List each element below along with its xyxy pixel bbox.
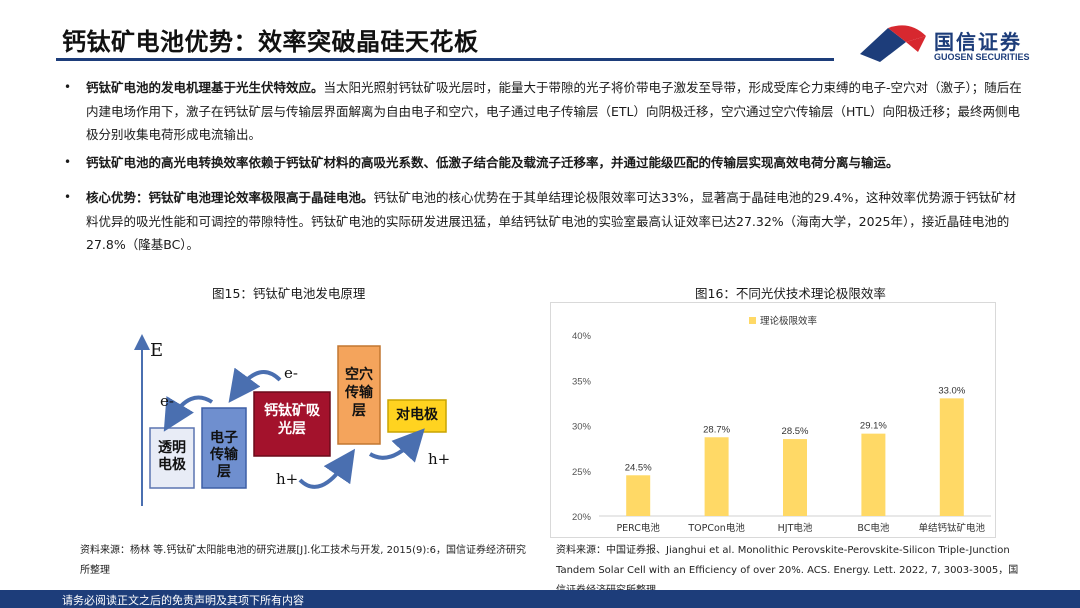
absorber-box [253, 391, 331, 457]
diagram-svg: E 透明电极 电子传输层 钙钛矿吸光层 空穴传输层 对电极 e- e- [134, 334, 450, 506]
hole-label-2: h+ [428, 450, 450, 468]
bar [704, 437, 729, 516]
bar-value-label: 29.1% [860, 421, 887, 432]
x-category-label: 单结钙钛矿电池 [919, 522, 986, 534]
counter-electrode-label: 对电极 [396, 407, 438, 423]
logo-chinese-name: 国信证券 [934, 30, 1022, 54]
x-category-label: TOPCon电池 [687, 522, 745, 534]
bar-value-label: 28.7% [703, 424, 730, 435]
y-tick-label: 25% [572, 467, 592, 478]
htl-box [337, 345, 381, 445]
bullet-text: 钙钛矿电池的核心优势在于其单结理论极限效率可达33%，显著高于晶硅电池的29.4… [86, 190, 1017, 252]
hole-label-1: h+ [276, 470, 298, 488]
footer-disclaimer: 请务必阅读正文之后的免责声明及其项下所有内容 [62, 594, 304, 607]
hole-arrow-1 [298, 448, 356, 489]
legend-swatch [749, 317, 756, 324]
transparent-electrode-box [149, 427, 195, 489]
x-category-label: HJT电池 [778, 522, 813, 534]
title-underline [56, 58, 834, 61]
bar-value-label: 24.5% [625, 462, 652, 473]
electron-arrow-1 [228, 367, 282, 403]
legend-label: 理论极限效率 [760, 315, 818, 327]
figure15-title: 图15：钙钛矿电池发电原理 [212, 286, 366, 301]
electron-label-2: e- [160, 392, 174, 410]
electron-arrow-2 [163, 395, 214, 432]
logo-english-name: GUOSEN SECURITIES [934, 52, 1030, 62]
hole-arrow-2 [368, 428, 425, 463]
absorber-label: 钙钛矿吸光层 [264, 403, 320, 437]
y-axis: 20% 25% 30% 35% 40% [572, 331, 592, 523]
chart-svg: 20% 25% 30% 35% 40% 24.5% PERC电池 28.7% TOPCon电池… [572, 315, 991, 534]
bar [939, 398, 964, 516]
counter-electrode-box [387, 399, 447, 433]
bullet-item: 核心优势：钙钛矿电池理论效率极限高于晶硅电池。钙钛矿电池的核心优势在于其单结理论… [62, 186, 1028, 257]
bars-group: 24.5% PERC电池 28.7% TOPCon电池 28.5% HJT电池 29.1% B… [616, 385, 985, 534]
figure15-source: 资料来源：杨林 等.钙钛矿太阳能电池的研究进展[J].化工技术与开发, 2015… [80, 545, 526, 576]
bullet-text: 当太阳光照射钙钛矿吸光层时，能量大于带隙的光子将价带电子激发至导带，形成受库仑力… [86, 80, 1022, 142]
efficiency-chart: 20% 25% 30% 35% 40% 24.5% PERC电池 28.7% TOPCon电池… [550, 302, 996, 538]
y-tick-label: 40% [572, 331, 592, 342]
energy-axis-label: E [150, 340, 163, 361]
bar [861, 433, 886, 516]
bar-value-label: 33.0% [938, 385, 965, 396]
etl-box [201, 407, 247, 489]
page-title: 钙钛矿电池优势：效率突破晶硅天花板 [62, 28, 479, 56]
footer-bar: 请务必阅读正文之后的免责声明及其项下所有内容 [0, 590, 1080, 608]
etl-label: 电子传输层 [210, 430, 238, 480]
x-category-label: PERC电池 [616, 522, 660, 534]
electron-label-1: e- [284, 364, 298, 382]
bullet-lead: 钙钛矿电池的发电机理基于光生伏特效应。 [86, 80, 324, 95]
bullet-lead: 钙钛矿电池的高光电转换效率依赖于钙钛矿材料的高吸光系数、低激子结合能及载流子迁移… [86, 155, 899, 170]
y-tick-label: 20% [572, 512, 592, 523]
bullet-lead: 核心优势：钙钛矿电池理论效率极限高于晶硅电池。 [86, 190, 374, 205]
perovskite-principle-diagram: E 透明电极 电子传输层 钙钛矿吸光层 空穴传输层 对电极 e- e- [120, 330, 460, 510]
bar [783, 439, 807, 516]
guosen-emblem-icon [860, 25, 926, 62]
company-logo: 国信证券 GUOSEN SECURITIES [858, 22, 1058, 66]
chart-legend: 理论极限效率 [749, 315, 818, 327]
y-tick-label: 30% [572, 422, 592, 433]
bullet-item: 钙钛矿电池的高光电转换效率依赖于钙钛矿材料的高吸光系数、低激子结合能及载流子迁移… [62, 151, 1028, 186]
transparent-electrode-label: 透明电极 [158, 440, 186, 473]
bar-value-label: 28.5% [782, 426, 809, 437]
figure16-title: 图16：不同光伏技术理论极限效率 [695, 286, 886, 301]
bullet-list: 钙钛矿电池的发电机理基于光生伏特效应。当太阳光照射钙钛矿吸光层时，能量大于带隙的… [62, 76, 1028, 257]
y-tick-label: 35% [572, 376, 592, 387]
bullet-item: 钙钛矿电池的发电机理基于光生伏特效应。当太阳光照射钙钛矿吸光层时，能量大于带隙的… [62, 76, 1028, 151]
htl-label: 空穴传输层 [345, 367, 373, 419]
x-category-label: BC电池 [857, 522, 889, 534]
bar [626, 475, 651, 516]
